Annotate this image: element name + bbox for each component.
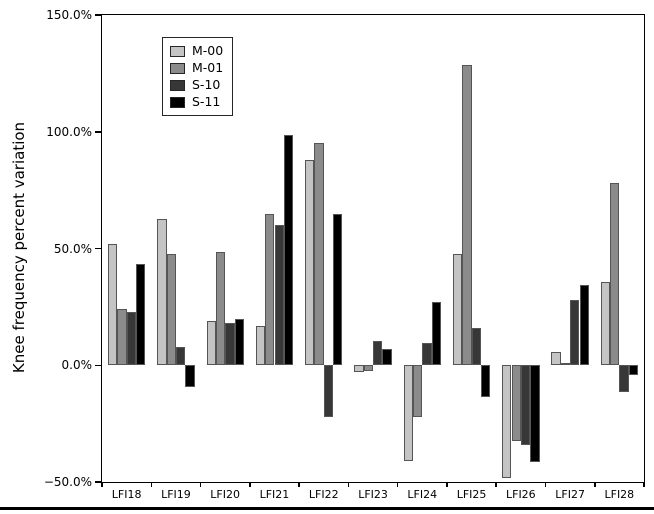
y-axis-tick-label: 0.0% — [61, 358, 93, 373]
y-axis-tick — [95, 14, 102, 16]
bar-lfi28-m-00 — [600, 282, 610, 366]
y-axis-tick-label: 50.0% — [53, 241, 92, 256]
bar-lfi23-s-11 — [382, 348, 392, 366]
bar-lfi22-m-01 — [314, 143, 324, 366]
x-axis-tick — [495, 482, 497, 487]
bar-lfi26-s-11 — [530, 365, 540, 463]
bar-lfi18-m-01 — [117, 309, 127, 366]
bar-lfi21-s-11 — [283, 135, 294, 366]
legend-label-s-10: S-10 — [192, 77, 221, 92]
bar-lfi25-s-10 — [471, 327, 481, 366]
y-axis-tick-label: 150.0% — [46, 8, 92, 22]
y-axis-tick — [95, 481, 102, 483]
y-axis-tick-label: −50.0% — [43, 475, 92, 489]
bar-lfi18-s-10 — [126, 311, 136, 366]
x-axis-label-lfi23: LFI23 — [358, 488, 388, 501]
bar-lfi28-m-01 — [610, 183, 620, 366]
bar-lfi25-s-11 — [480, 365, 491, 397]
x-axis-tick — [347, 482, 350, 487]
x-axis-label-lfi24: LFI24 — [407, 488, 438, 501]
bar-lfi18-s-11 — [136, 263, 146, 366]
bar-lfi24-s-10 — [422, 343, 432, 366]
y-axis-tick — [95, 364, 102, 366]
bar-lfi24-s-11 — [431, 302, 441, 366]
legend-item-m-00: M-00 — [170, 43, 223, 59]
bar-lfi27-m-00 — [551, 352, 561, 366]
x-axis-label-lfi28: LFI28 — [604, 488, 635, 501]
y-axis-tick-label: 100.0% — [46, 124, 92, 139]
legend-item-m-01: M-01 — [170, 60, 223, 76]
legend-label-m-01: M-01 — [192, 60, 224, 75]
bar-lfi24-m-01 — [412, 365, 423, 417]
x-axis-tick — [446, 482, 448, 487]
bar-lfi25-m-00 — [452, 254, 463, 366]
bar-lfi25-m-01 — [462, 65, 472, 366]
y-axis-tick — [95, 247, 102, 250]
bar-lfi24-m-00 — [403, 365, 413, 461]
bar-lfi20-m-01 — [215, 252, 226, 366]
bar-lfi20-m-00 — [206, 320, 216, 366]
bar-lfi23-m-00 — [354, 365, 364, 373]
legend-swatch-s-10 — [170, 79, 185, 91]
legend-label-s-11: S-11 — [192, 94, 221, 109]
x-axis-tick — [396, 482, 399, 487]
legend: M-00 M-01 S-10 S-11 — [162, 37, 234, 116]
legend-label-m-00: M-00 — [192, 43, 224, 58]
x-axis-label-lfi20: LFI20 — [210, 488, 240, 501]
bar-lfi23-s-10 — [373, 340, 383, 366]
bottom-rule — [0, 507, 654, 510]
bar-lfi19-s-11 — [185, 365, 195, 388]
bar-lfi27-s-11 — [579, 284, 589, 366]
bar-lfi19-m-01 — [166, 254, 176, 366]
y-axis-tick — [95, 131, 102, 133]
x-axis-tick — [150, 482, 152, 487]
x-axis-tick — [298, 482, 300, 487]
bar-lfi22-s-10 — [323, 365, 334, 417]
bar-lfi18-m-00 — [107, 243, 118, 366]
legend-item-s-11: S-11 — [170, 94, 223, 110]
bar-lfi28-s-11 — [628, 365, 639, 375]
legend-swatch-m-00 — [170, 45, 185, 57]
bar-lfi21-m-01 — [265, 213, 275, 366]
x-axis-label-lfi26: LFI26 — [505, 488, 536, 501]
legend-item-s-10: S-10 — [170, 77, 223, 93]
x-axis-tick — [199, 482, 202, 487]
bar-lfi21-s-10 — [274, 225, 284, 366]
bar-lfi22-s-11 — [333, 213, 343, 366]
bar-lfi23-m-01 — [363, 365, 373, 372]
x-axis-tick — [101, 482, 103, 487]
bar-lfi19-m-00 — [157, 219, 167, 366]
x-axis-label-lfi22: LFI22 — [308, 488, 339, 501]
plot-area: M-00 M-01 S-10 S-11 150.0% 100.0% 50.0% 0.0… — [44, 8, 645, 501]
x-axis-label-lfi18: LFI18 — [111, 488, 142, 501]
x-axis-label-lfi19: LFI19 — [161, 488, 191, 501]
x-axis-label-lfi25: LFI25 — [456, 488, 487, 501]
x-axis-tick — [544, 482, 547, 487]
bar-lfi26-s-10 — [520, 365, 531, 445]
x-axis-tick — [594, 482, 596, 487]
bar-lfi27-s-10 — [570, 299, 580, 366]
bar-lfi27-m-01 — [560, 362, 571, 366]
bar-lfi19-s-10 — [175, 346, 186, 366]
bar-lfi26-m-00 — [502, 365, 512, 479]
x-axis-tick — [249, 482, 251, 487]
legend-swatch-s-11 — [170, 96, 185, 108]
bar-lfi21-m-00 — [255, 325, 266, 366]
x-axis-tick — [643, 482, 645, 487]
bar-lfi20-s-11 — [234, 318, 244, 366]
bar-lfi26-m-01 — [511, 365, 521, 442]
bar-lfi22-m-00 — [305, 159, 315, 366]
bar-lfi20-s-10 — [225, 323, 235, 366]
legend-swatch-m-01 — [170, 62, 185, 74]
x-axis-label-lfi27: LFI27 — [555, 488, 585, 501]
x-axis-label-lfi21: LFI21 — [259, 488, 290, 501]
bar-lfi28-s-10 — [619, 365, 629, 393]
